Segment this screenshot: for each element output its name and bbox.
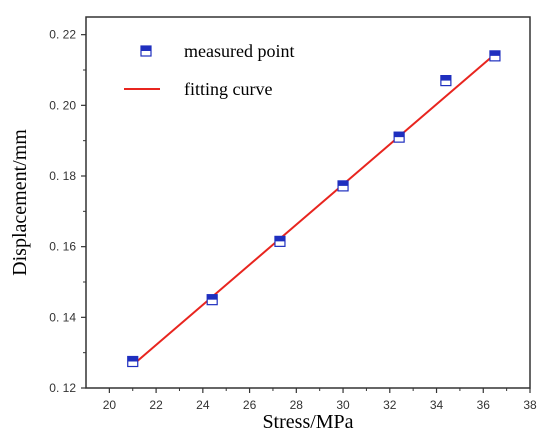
data-point [393,131,405,143]
marker-fill [338,180,349,186]
x-tick-label: 30 [336,398,350,412]
data-point [489,50,501,62]
x-tick-label: 38 [523,398,537,412]
plot-frame [85,16,531,389]
data-point [440,74,452,87]
data-point [127,355,139,368]
y-tick-label: 0. 20 [49,98,76,112]
marker-fill [207,294,218,300]
x-tick-label: 32 [383,398,397,412]
marker-fill [489,50,500,56]
y-tick-label: 0. 16 [49,240,76,254]
y-tick-label: 0. 12 [49,381,76,395]
x-tick-label: 36 [477,398,491,412]
marker-fill [274,236,285,242]
y-tick-label: 0. 14 [49,310,76,324]
data-point [337,180,349,192]
x-axis-title: Stress/MPa [262,411,353,433]
y-tick-label: 0. 22 [49,28,76,42]
fitting-curve-line [132,53,496,366]
x-tick-label: 28 [290,398,304,412]
legend: measured point fitting curve [124,41,294,99]
data-point [274,235,286,247]
marker-fill [394,132,405,138]
x-tick-label: 20 [103,398,117,412]
legend-marker-measured-point [140,45,152,57]
legend-label-measured-point: measured point [184,41,294,61]
x-tick-label: 22 [149,398,163,412]
x-tick-label: 34 [430,398,444,412]
marker-fill [440,75,451,81]
legend-label-fitting-curve: fitting curve [184,79,272,99]
plot-area: 20 22 24 26 28 30 32 34 36 38 0. 12 0. 14 0. 16 0. 18… [49,16,537,412]
x-tick-label: 24 [196,398,210,412]
marker-fill [127,356,138,362]
y-tick-label: 0. 18 [49,169,76,183]
data-point [206,294,218,306]
x-tick-label: 26 [243,398,257,412]
marker-fill [141,46,151,51]
data-layer [127,50,501,368]
y-axis-title: Displacement/mm [9,129,31,276]
